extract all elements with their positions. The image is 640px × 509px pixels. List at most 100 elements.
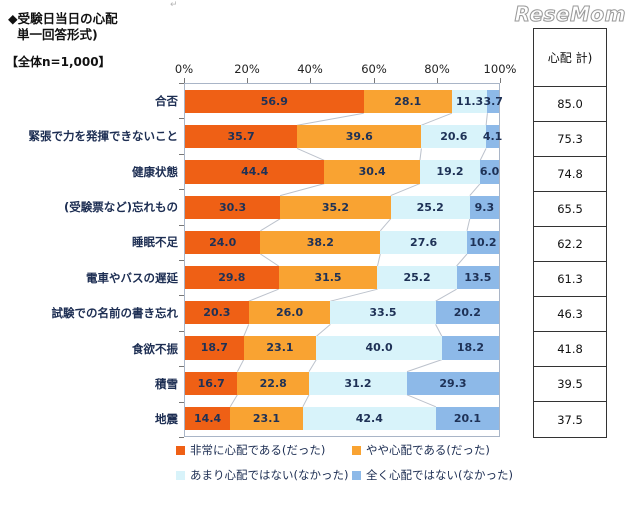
legend-label: 非常に心配である(だった) bbox=[190, 443, 326, 457]
bar-segment: 4.1 bbox=[483, 125, 502, 149]
worry-total-table: 心配 計) 85.0 75.3 74.8 65.5 62.2 61.3 46.3… bbox=[533, 28, 607, 438]
value-label: 6.0 bbox=[479, 165, 500, 179]
axis-tick-mark bbox=[436, 78, 438, 83]
bar-segment: 39.6 bbox=[297, 125, 422, 149]
legend-item-not-very-worried: あまり心配ではない(なかった) bbox=[176, 467, 352, 483]
category-tick-mark bbox=[179, 224, 184, 226]
value-label: 10.2 bbox=[469, 235, 497, 249]
bar-segment: 18.7 bbox=[185, 336, 244, 360]
value-label: 56.9 bbox=[260, 95, 288, 109]
x-axis-tick-4: 80% bbox=[424, 62, 450, 76]
value-label: 29.8 bbox=[218, 271, 246, 285]
value-label: 22.8 bbox=[259, 376, 287, 390]
bar-segment: 25.2 bbox=[377, 265, 457, 290]
bar-segment: 14.4 bbox=[185, 406, 231, 430]
legend-swatch-not-very-worried-icon bbox=[176, 470, 185, 480]
bar-segment: 10.2 bbox=[466, 230, 499, 254]
bar-segment: 26.0 bbox=[248, 301, 331, 325]
bar-segment: 20.3 bbox=[185, 301, 249, 325]
bar-row: 18.7 23.1 40.0 18.2 bbox=[185, 330, 499, 365]
stacked-bar: 24.0 38.2 27.6 10.2 bbox=[185, 230, 499, 254]
category-tick-mark bbox=[179, 260, 184, 261]
legend-swatch-somewhat-worried-icon bbox=[352, 445, 361, 455]
value-label: 30.4 bbox=[358, 165, 386, 179]
category-label: 積雪 bbox=[155, 376, 178, 391]
category-label: 合否 bbox=[155, 93, 178, 108]
x-axis-tick-1: 20% bbox=[234, 62, 260, 76]
stacked-bar: 20.3 26.0 33.5 20.2 bbox=[185, 301, 499, 325]
category-label: 試験での名前の書き忘れ bbox=[51, 306, 179, 321]
stacked-bar: 35.7 39.6 20.6 4.1 bbox=[185, 125, 502, 149]
value-label: 33.5 bbox=[369, 306, 397, 320]
value-label: 38.2 bbox=[306, 235, 334, 249]
axis-tick-mark bbox=[184, 78, 185, 83]
bar-row: 30.3 35.2 25.2 9.3 bbox=[185, 190, 499, 225]
legend-label: 全く心配ではない(なかった) bbox=[366, 468, 513, 482]
category-label: (受験票など)忘れもの bbox=[63, 199, 178, 214]
worry-total-value: 62.2 bbox=[534, 227, 606, 262]
value-label: 18.7 bbox=[200, 341, 228, 355]
worry-total-value: 74.8 bbox=[534, 157, 606, 192]
worry-total-value: 37.5 bbox=[557, 412, 583, 427]
worry-total-value: 75.3 bbox=[534, 122, 606, 157]
bar-segment: 24.0 bbox=[185, 230, 261, 254]
category-label: 健康状態 bbox=[132, 164, 178, 179]
value-label: 31.5 bbox=[314, 271, 342, 285]
value-label: 24.0 bbox=[209, 235, 237, 249]
bar-row: 16.7 22.8 31.2 29.3 bbox=[185, 366, 499, 401]
bar-segment: 40.0 bbox=[316, 336, 442, 360]
bar-segment: 11.3 bbox=[451, 90, 488, 114]
legend-item-very-worried: 非常に心配である(だった) bbox=[176, 442, 352, 458]
bar-segment: 42.4 bbox=[302, 406, 436, 430]
worry-total-value: 85.0 bbox=[534, 87, 606, 122]
bar-segment: 23.1 bbox=[243, 336, 317, 360]
category-tick-mark bbox=[179, 189, 184, 191]
legend-swatch-very-worried-icon bbox=[176, 445, 185, 455]
bar-segment: 20.6 bbox=[421, 125, 487, 149]
value-label: 13.5 bbox=[464, 271, 492, 285]
category-label: 睡眠不足 bbox=[132, 235, 178, 250]
chart-subtitle: 単一回答形式) bbox=[17, 27, 98, 42]
bar-segment: 16.7 bbox=[185, 371, 238, 395]
chart-title: ◆受験日当日の心配 bbox=[8, 11, 118, 26]
bar-segment: 31.2 bbox=[309, 371, 407, 395]
value-label: 40.0 bbox=[365, 341, 393, 355]
value-label: 39.6 bbox=[345, 130, 373, 144]
category-tick-mark bbox=[179, 153, 184, 155]
resemom-logo: ReseMom bbox=[514, 2, 626, 27]
value-label: 20.1 bbox=[453, 411, 481, 425]
bar-segment: 6.0 bbox=[479, 160, 500, 184]
legend-label: やや心配である(だった) bbox=[366, 443, 490, 457]
stacked-bar: 14.4 23.1 42.4 20.1 bbox=[185, 406, 499, 430]
stacked-bar: 18.7 23.1 40.0 18.2 bbox=[185, 336, 499, 360]
bar-row: 20.3 26.0 33.5 20.2 bbox=[185, 295, 499, 330]
bar-row: 14.4 23.1 42.4 20.1 bbox=[185, 401, 499, 436]
x-axis-tick-0: 0% bbox=[174, 62, 194, 76]
value-label: 31.2 bbox=[344, 376, 372, 390]
value-label: 35.7 bbox=[227, 130, 255, 144]
bar-segment: 27.6 bbox=[380, 230, 467, 254]
value-label: 30.3 bbox=[219, 200, 247, 214]
worry-total-header: 心配 計) bbox=[534, 29, 606, 87]
bar-segment: 3.7 bbox=[483, 90, 503, 114]
bar-segment: 18.2 bbox=[441, 336, 499, 360]
bar-segment: 30.4 bbox=[324, 160, 420, 184]
legend: 非常に心配である(だった) やや心配である(だった) あまり心配ではない(なかっ… bbox=[176, 442, 513, 483]
value-label: 25.2 bbox=[403, 271, 431, 285]
bar-segment: 38.2 bbox=[260, 230, 381, 254]
worry-total-value: 41.8 bbox=[534, 332, 606, 367]
bar-segment: 9.3 bbox=[469, 195, 499, 219]
bar-segment: 20.2 bbox=[435, 301, 499, 325]
bar-segment: 30.3 bbox=[185, 195, 281, 219]
value-label: 16.7 bbox=[197, 376, 225, 390]
bar-segment: 29.3 bbox=[406, 371, 499, 395]
stacked-bar: 56.9 28.1 11.3 3.7 bbox=[185, 90, 503, 114]
bar-segment: 33.5 bbox=[330, 301, 436, 325]
axis-tick-mark bbox=[373, 78, 375, 83]
bar-segment: 29.8 bbox=[185, 265, 279, 290]
value-label: 11.3 bbox=[456, 95, 484, 109]
value-label: 18.2 bbox=[456, 341, 484, 355]
value-label: 20.3 bbox=[203, 306, 231, 320]
value-label: 14.4 bbox=[194, 411, 222, 425]
